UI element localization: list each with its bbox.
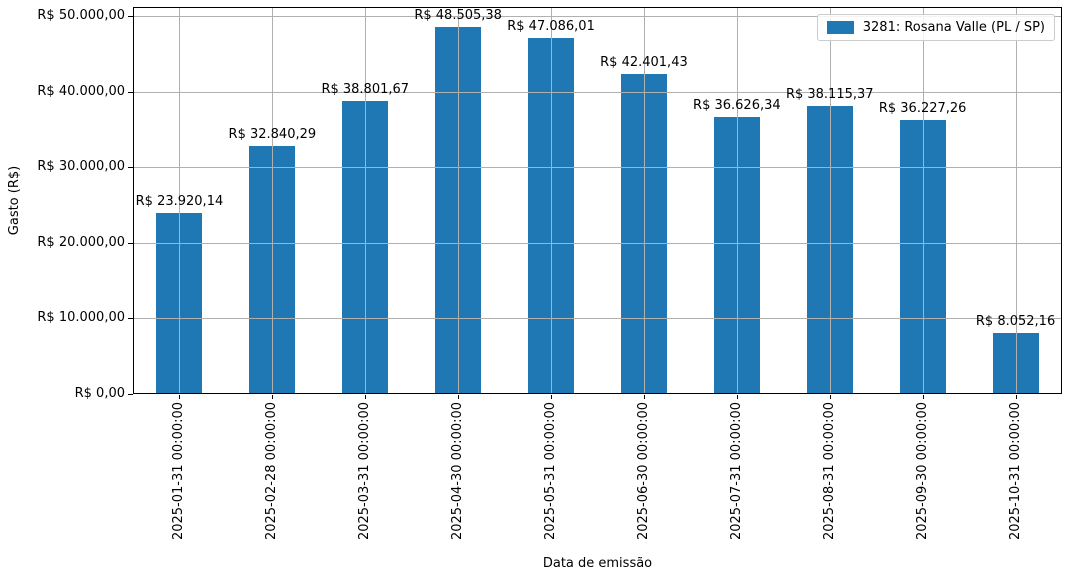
gridline-vertical bbox=[365, 8, 367, 393]
x-tick bbox=[458, 395, 460, 399]
x-tick bbox=[736, 395, 738, 399]
y-tick-label: R$ 30.000,00 bbox=[37, 159, 125, 175]
gridline-vertical bbox=[179, 8, 181, 393]
x-tick bbox=[829, 395, 831, 399]
y-tick-label: R$ 10.000,00 bbox=[37, 310, 125, 326]
legend: 3281: Rosana Valle (PL / SP) bbox=[816, 14, 1055, 41]
legend-swatch bbox=[826, 21, 854, 34]
x-tick-label: 2025-08-31 00:00:00 bbox=[821, 401, 837, 541]
x-tick bbox=[365, 395, 367, 399]
x-tick-label: 2025-07-31 00:00:00 bbox=[728, 401, 744, 541]
x-tick bbox=[922, 395, 924, 399]
gridline-vertical bbox=[551, 8, 553, 393]
x-tick bbox=[272, 395, 274, 399]
bar-value-label: R$ 48.505,38 bbox=[414, 8, 502, 24]
y-tick bbox=[128, 167, 133, 169]
gridline-horizontal bbox=[134, 16, 1061, 18]
y-tick-label: R$ 20.000,00 bbox=[37, 234, 125, 250]
legend-label: 3281: Rosana Valle (PL / SP) bbox=[862, 20, 1045, 35]
bar-value-label: R$ 32.840,29 bbox=[228, 126, 317, 142]
gridline-vertical bbox=[736, 8, 738, 393]
x-tick-label: 2025-06-30 00:00:00 bbox=[635, 401, 651, 541]
gridline-vertical bbox=[1015, 8, 1017, 393]
bar-value-label: R$ 38.801,67 bbox=[321, 81, 410, 97]
x-tick-label: 2025-02-28 00:00:00 bbox=[264, 401, 280, 541]
y-tick-label: R$ 0,00 bbox=[74, 386, 125, 401]
bar-value-label: R$ 47.086,01 bbox=[507, 19, 595, 35]
gridline-vertical bbox=[829, 8, 831, 393]
x-tick bbox=[1015, 395, 1017, 399]
x-tick-label: 2025-04-30 00:00:00 bbox=[450, 401, 466, 541]
gridline-horizontal bbox=[134, 91, 1061, 93]
y-tick-label: R$ 40.000,00 bbox=[37, 83, 125, 99]
x-tick bbox=[551, 395, 553, 399]
gridline-horizontal bbox=[134, 242, 1061, 244]
x-tick bbox=[643, 395, 645, 399]
gridline-vertical bbox=[643, 8, 645, 393]
x-tick-label: 2025-09-30 00:00:00 bbox=[914, 401, 930, 541]
y-tick bbox=[128, 318, 133, 320]
gridline-horizontal bbox=[134, 167, 1061, 169]
x-tick-label: 2025-01-31 00:00:00 bbox=[171, 401, 187, 541]
gridline-vertical bbox=[272, 8, 274, 393]
gridline-vertical bbox=[458, 8, 460, 393]
x-tick bbox=[179, 395, 181, 399]
gridline-horizontal bbox=[134, 318, 1061, 320]
bar-value-label: R$ 23.920,14 bbox=[135, 194, 224, 210]
x-tick-label: 2025-05-31 00:00:00 bbox=[543, 401, 559, 541]
x-tick-label: 2025-03-31 00:00:00 bbox=[357, 401, 373, 541]
gridline-vertical bbox=[922, 8, 924, 393]
bar-value-label: R$ 42.401,43 bbox=[600, 54, 688, 70]
y-tick-label: R$ 50.000,00 bbox=[37, 8, 125, 24]
x-tick-label: 2025-10-31 00:00:00 bbox=[1007, 401, 1023, 541]
bar-value-label: R$ 36.227,26 bbox=[878, 101, 967, 117]
bar-value-label: R$ 36.626,34 bbox=[693, 98, 781, 114]
y-tick bbox=[128, 91, 133, 93]
bar-value-label: R$ 8.052,16 bbox=[975, 314, 1056, 330]
y-tick bbox=[128, 16, 133, 18]
y-tick bbox=[128, 242, 133, 244]
x-axis-title: Data de emissão bbox=[542, 556, 653, 571]
bar-value-label: R$ 38.115,37 bbox=[785, 86, 874, 102]
y-tick bbox=[128, 394, 133, 395]
